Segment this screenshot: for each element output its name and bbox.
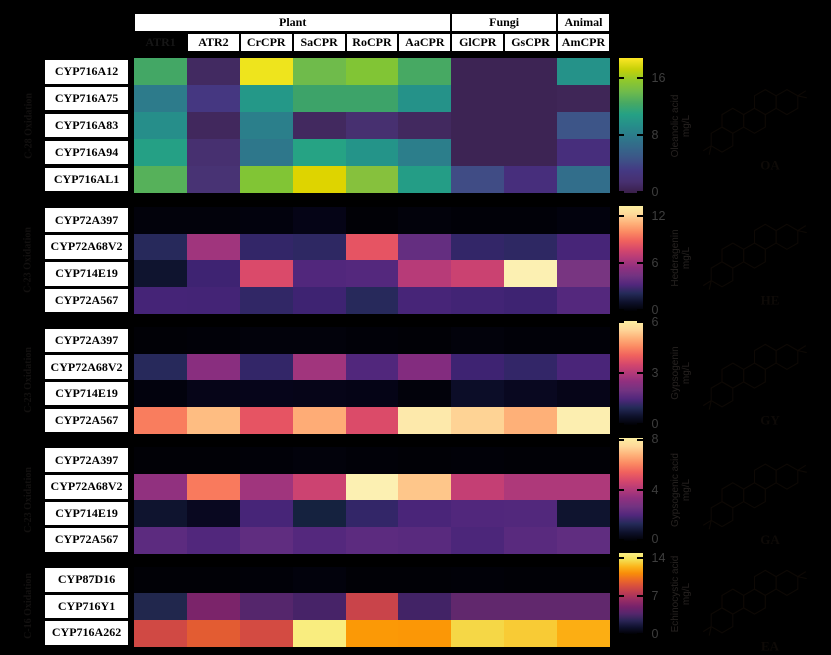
svg-text:OA: OA (760, 158, 780, 173)
svg-text:GY: GY (760, 412, 780, 427)
svg-text:GA: GA (760, 532, 780, 547)
svg-text:HE: HE (761, 292, 780, 307)
svg-text:EA: EA (761, 638, 780, 653)
